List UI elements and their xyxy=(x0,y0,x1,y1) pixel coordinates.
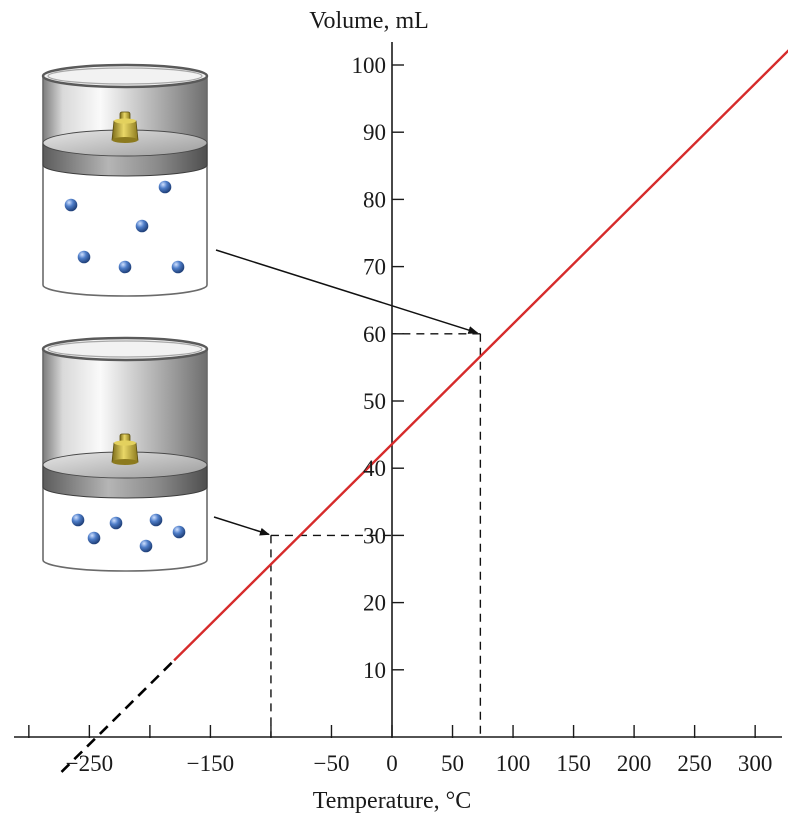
weight-base xyxy=(112,137,138,143)
y-tick-label: 40 xyxy=(363,456,386,481)
weight-top xyxy=(114,118,136,124)
cylinder-large-volume xyxy=(41,63,209,297)
arrow-to-60 xyxy=(215,249,479,334)
x-tick-label: 150 xyxy=(556,751,591,776)
data-line xyxy=(173,49,788,662)
weight-top xyxy=(114,440,136,446)
gas-particle xyxy=(64,198,78,212)
gas-particle xyxy=(77,250,91,264)
y-tick-label: 60 xyxy=(363,322,386,347)
weight-base xyxy=(112,459,138,465)
x-tick-label: 250 xyxy=(677,751,712,776)
illustrations xyxy=(41,63,479,572)
cylinder-rim-inner xyxy=(47,340,203,358)
cylinder-interior xyxy=(43,487,207,571)
gas-particle xyxy=(87,531,101,545)
y-tick-label: 70 xyxy=(363,255,386,280)
y-tick-label: 80 xyxy=(363,187,386,212)
x-tick-label: 100 xyxy=(496,751,531,776)
arrow-to-30 xyxy=(213,516,270,536)
y-tick-label: 90 xyxy=(363,120,386,145)
cylinder-glass xyxy=(43,76,207,143)
cylinder-glass xyxy=(43,349,207,465)
y-tick-label: 50 xyxy=(363,389,386,414)
cylinder-rim xyxy=(41,63,209,89)
gas-particle xyxy=(172,525,186,539)
axes xyxy=(14,42,782,738)
x-tick-label: 50 xyxy=(441,751,464,776)
gas-particle xyxy=(171,260,185,274)
cylinder-base xyxy=(42,284,208,297)
x-tick-label: −150 xyxy=(187,751,234,776)
y-tick-label: 100 xyxy=(352,53,387,78)
gas-particle xyxy=(118,260,132,274)
gas-particle xyxy=(71,513,85,527)
x-tick-label: 300 xyxy=(738,751,773,776)
cylinder-rim xyxy=(41,336,209,362)
x-tick-label: −250 xyxy=(66,751,113,776)
series-layer xyxy=(60,49,788,773)
extrapolated-line xyxy=(60,659,176,773)
gas-particle xyxy=(149,513,163,527)
cylinder-rim-inner xyxy=(47,67,203,85)
x-tick-label: −50 xyxy=(313,751,349,776)
x-tick-label: 0 xyxy=(386,751,398,776)
cylinder-interior xyxy=(43,165,207,296)
x-tick-label: 200 xyxy=(617,751,652,776)
gas-particle xyxy=(109,516,123,530)
gas-particle xyxy=(135,219,149,233)
gas-particle xyxy=(158,180,172,194)
gas-particle xyxy=(139,539,153,553)
x-axis-title: Temperature, °C xyxy=(313,788,472,814)
cylinder-small-volume xyxy=(41,336,209,572)
tick-labels: −250 −150 −50 0 50 100 150 200 250 300 10 20 30 40 50 6… xyxy=(66,53,773,776)
y-tick-label: 10 xyxy=(363,658,386,683)
y-tick-label: 20 xyxy=(363,591,386,616)
reference-guides xyxy=(270,333,482,737)
y-axis-title: Volume, mL xyxy=(309,8,429,34)
cylinder-base xyxy=(42,559,208,572)
y-tick-label: 30 xyxy=(363,523,386,548)
